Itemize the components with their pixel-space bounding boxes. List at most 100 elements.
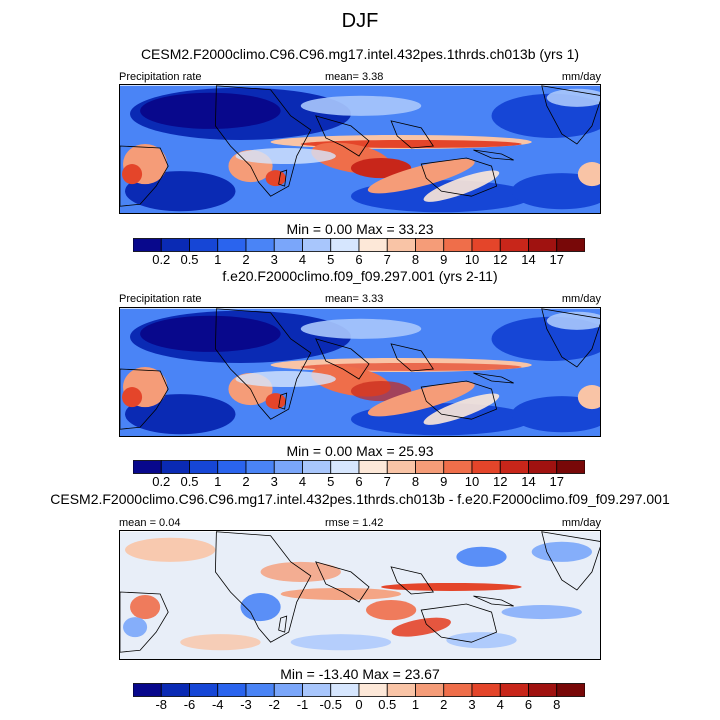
field-patch: [290, 634, 392, 651]
panel-3-minmax: Min = -13.40 Max = 23.67: [280, 666, 440, 682]
coastline: [214, 531, 312, 643]
panel-1-colorbar: [133, 238, 585, 252]
field-patch: [350, 158, 412, 179]
colorbar-tick-label: 3: [468, 697, 476, 712]
colorbar-box: [471, 683, 501, 697]
field-patch: [122, 164, 143, 185]
field-patch: [240, 592, 281, 622]
coastline: [120, 145, 169, 207]
panel-1-minmax: Min = 0.00 Max = 33.23: [286, 221, 434, 237]
colorbar-box: [133, 238, 162, 252]
colorbar-box: [358, 238, 388, 252]
colorbar-box: [528, 460, 558, 474]
panel-2-colorbar: [133, 460, 585, 474]
panel-2-variable-label: Precipitation rate: [119, 293, 202, 305]
coastline: [315, 561, 370, 603]
coastline: [473, 595, 514, 607]
field-patch: [446, 632, 517, 649]
colorbar-box: [528, 238, 558, 252]
colorbar-box: [471, 460, 501, 474]
panel-1-variable-label: Precipitation rate: [119, 71, 202, 83]
field-patch: [265, 393, 286, 410]
colorbar-box: [556, 683, 585, 697]
field-patch: [300, 318, 422, 339]
colorbar-box: [273, 683, 303, 697]
colorbar-tick-label: -2: [268, 697, 281, 712]
colorbar-tick-label: 0.5: [180, 474, 199, 489]
colorbar-tick-label: 3: [270, 252, 278, 267]
colorbar-tick-label: 0.2: [152, 474, 171, 489]
colorbar-box: [386, 238, 416, 252]
field-layer: [120, 85, 600, 213]
colorbar-tick-label: 4: [298, 252, 307, 267]
panel-1-map-field: [120, 85, 600, 213]
coastline: [278, 392, 288, 410]
field-patch: [391, 617, 451, 637]
colorbar-box: [415, 460, 445, 474]
field-patch: [180, 634, 261, 651]
coastlines: [120, 531, 600, 653]
colorbar-tick-label: 4: [298, 474, 307, 489]
colorbar-box: [160, 683, 190, 697]
coastline: [420, 157, 498, 197]
field-patch: [577, 162, 600, 187]
coastline: [473, 149, 514, 161]
colorbar-box: [471, 238, 501, 252]
field-patch: [511, 396, 600, 433]
colorbar-box: [302, 238, 332, 252]
colorbar-box: [245, 683, 275, 697]
colorbar-box: [302, 683, 332, 697]
panel-1-mean-label: mean= 3.38: [325, 71, 384, 83]
coastline: [278, 615, 288, 633]
panel-3-title: CESM2.F2000climo.C96.C96.mg17.intel.432p…: [50, 491, 670, 507]
panel-1-units-label: mm/day: [561, 71, 601, 83]
panel-3-map-field: [120, 531, 600, 659]
colorbar-tick-label: 1: [214, 474, 222, 489]
field-patch: [235, 370, 336, 388]
panel-2-colorbar-boxes: [133, 460, 585, 474]
colorbar-box: [245, 238, 275, 252]
colorbar-box: [443, 238, 473, 252]
coastline: [390, 566, 435, 595]
coastline: [473, 372, 514, 384]
field-patch: [123, 617, 148, 638]
colorbar-tick-label: 17: [549, 252, 564, 267]
coastline: [315, 115, 370, 157]
colorbar-tick-label: 6: [355, 252, 363, 267]
colorbar-tick-label: 12: [493, 252, 508, 267]
colorbar-box: [160, 460, 190, 474]
panel-2-map: [119, 307, 601, 437]
colorbar-tick-label: -1: [296, 697, 309, 712]
colorbar-tick-label: 1: [214, 252, 222, 267]
colorbar-box: [443, 683, 473, 697]
coastline: [420, 380, 498, 420]
panel-2-colorbar-ticks: 0.2 0.5 1 2 3 4 5 6 7 8 9 10 12 14 17: [133, 474, 585, 490]
coastline: [541, 308, 600, 368]
field-patch: [456, 546, 507, 567]
colorbar-box: [330, 683, 360, 697]
coastline: [120, 591, 169, 653]
coastline: [120, 368, 169, 430]
panel-2-title: f.e20.F2000climo.f09_f09.297.001 (yrs 2-…: [222, 268, 498, 284]
colorbar-box: [217, 460, 247, 474]
colorbar-tick-label: 0.2: [152, 252, 171, 267]
field-patch: [366, 600, 417, 621]
field-patch: [130, 594, 161, 620]
field-patch: [350, 381, 412, 402]
field-patch: [511, 173, 600, 210]
colorbar-box: [330, 238, 360, 252]
colorbar-tick-label: 6: [524, 697, 533, 712]
coastline: [420, 603, 498, 643]
coastline: [278, 169, 288, 187]
colorbar-box: [556, 238, 585, 252]
field-patch: [577, 385, 600, 410]
colorbar-tick-label: 2: [242, 252, 250, 267]
colorbar-tick-label: 5: [327, 474, 335, 489]
colorbar-box: [189, 238, 219, 252]
colorbar-tick-label: 2: [440, 697, 448, 712]
field-patch: [423, 170, 500, 202]
colorbar-box: [189, 683, 219, 697]
panel-1-title: CESM2.F2000climo.C96.C96.mg17.intel.432p…: [140, 46, 580, 62]
colorbar-tick-label: 8: [411, 252, 420, 267]
colorbar-tick-label: -8: [155, 697, 168, 712]
